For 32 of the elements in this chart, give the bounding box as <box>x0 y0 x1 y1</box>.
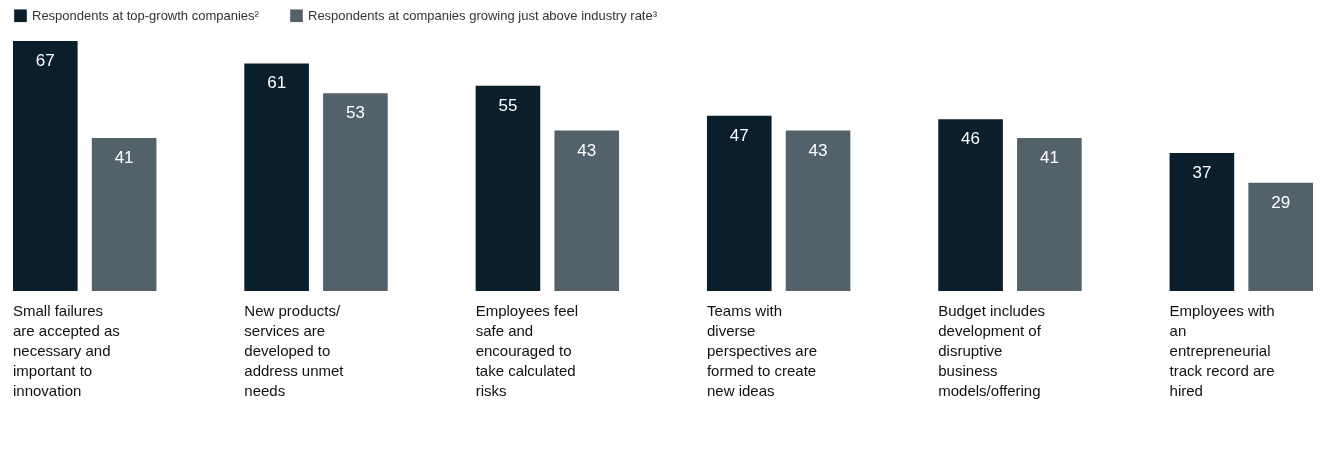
bar <box>244 63 309 291</box>
bar <box>938 119 1003 291</box>
bar <box>13 41 78 291</box>
legend-label: Respondents at companies growing just above industry rate³ <box>308 7 658 23</box>
legend-label: Respondents at top-growth companies² <box>32 7 260 23</box>
data-label: 47 <box>729 125 749 145</box>
bar <box>91 138 157 291</box>
x-tick-label: New products/ services are developed to address unmet needs <box>244 301 345 399</box>
bar <box>1017 138 1082 291</box>
bar <box>785 130 851 291</box>
x-tick-label: Employees feel safe and encouraged to take calculated risks <box>475 301 579 399</box>
data-label: 43 <box>808 140 828 160</box>
data-label: 53 <box>345 103 365 123</box>
bar <box>1169 152 1235 291</box>
data-label: 37 <box>1192 162 1212 182</box>
bar <box>706 115 772 291</box>
bar <box>1248 182 1313 291</box>
x-tick-label: Small failures are accepted as necessary and important to innovation <box>13 301 120 399</box>
x-tick-label: Employees with an entrepreneurial track record are hired <box>1169 301 1275 399</box>
bar <box>475 85 541 291</box>
data-label: 67 <box>35 51 55 70</box>
data-label: 29 <box>1271 192 1291 212</box>
data-label: 41 <box>1039 148 1059 168</box>
bar <box>323 93 388 291</box>
data-label: 61 <box>267 73 287 93</box>
data-label: 46 <box>961 129 981 149</box>
data-label: 41 <box>114 148 134 168</box>
data-label: 43 <box>577 140 597 160</box>
bar <box>554 130 620 291</box>
x-tick-label: Teams with diverse perspectives are formed to create new ideas <box>706 301 818 399</box>
data-label: 55 <box>498 95 518 115</box>
x-tick-label: Budget includes development of disruptive business models/offering <box>938 301 1046 399</box>
